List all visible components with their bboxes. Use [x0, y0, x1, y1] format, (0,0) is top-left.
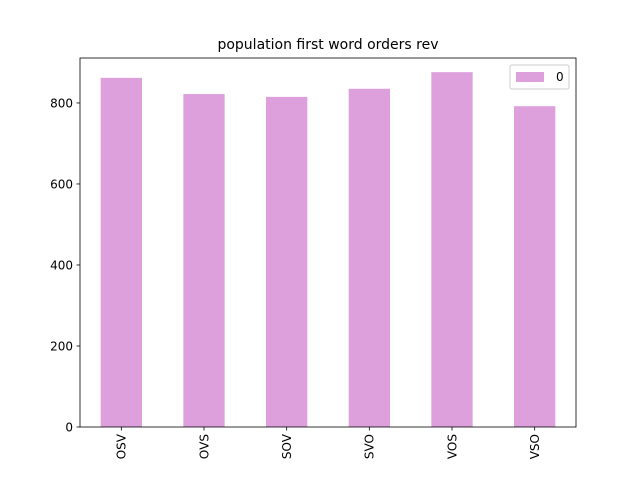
bar-sov	[266, 96, 308, 428]
y-tick-label: 0	[65, 420, 73, 434]
x-tick-label-ovs: OVS	[197, 434, 211, 459]
bar-osv	[100, 77, 142, 428]
y-tick-label: 400	[50, 258, 73, 272]
bar-ovs	[183, 94, 225, 428]
legend-label: 0	[556, 70, 564, 84]
x-tick-label-sov: SOV	[280, 433, 294, 459]
x-tick-label-vos: VOS	[445, 434, 459, 459]
bars-layer	[100, 72, 556, 428]
bar-svo	[348, 88, 390, 427]
y-tick-label: 600	[50, 177, 73, 191]
x-tick-label-vso: VSO	[528, 434, 542, 459]
y-tick-label: 200	[50, 339, 73, 353]
legend-swatch	[516, 72, 544, 82]
bar-vso	[514, 106, 556, 428]
bar-vos	[431, 72, 473, 427]
x-tick-label-svo: SVO	[363, 434, 377, 459]
plot-frame	[79, 57, 577, 428]
chart-title: population first word orders rev	[217, 37, 438, 53]
legend: 0	[509, 64, 570, 90]
y-tick-label: 800	[50, 96, 73, 110]
x-tick-label-osv: OSV	[115, 433, 129, 459]
axes-layer: 0 200 400 600 800 OSV OVS SOV SVO VOS VSO	[50, 57, 577, 459]
